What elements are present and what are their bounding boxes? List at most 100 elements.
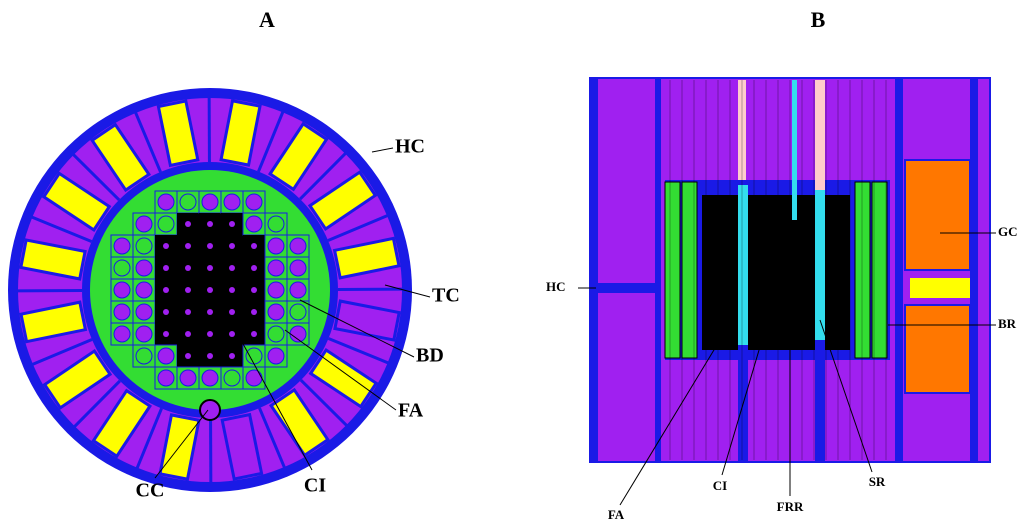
pin <box>290 304 306 320</box>
figure: A B HC TC BD FA CC CI HC GC BR SR FRR CI… <box>0 0 1025 526</box>
pin <box>158 194 174 210</box>
reflector-rod <box>682 182 697 358</box>
pin <box>163 287 169 293</box>
rod <box>738 185 748 345</box>
panel-title: B <box>811 7 826 32</box>
pin <box>185 243 191 249</box>
pin <box>114 326 130 342</box>
pin <box>207 243 213 249</box>
pin <box>136 326 152 342</box>
label: CC <box>136 480 165 502</box>
pin <box>251 243 257 249</box>
wall <box>590 78 598 462</box>
pin <box>229 221 235 227</box>
label: BR <box>998 316 1017 331</box>
pin <box>246 348 262 364</box>
pin <box>185 353 191 359</box>
pin <box>229 243 235 249</box>
core-cross-section <box>8 88 412 492</box>
pin <box>229 353 235 359</box>
pin <box>163 309 169 315</box>
pin <box>229 309 235 315</box>
pin <box>251 309 257 315</box>
pin <box>207 353 213 359</box>
label: FRR <box>777 499 804 514</box>
wall <box>895 78 903 462</box>
tc-block <box>910 278 970 298</box>
rod <box>815 80 825 190</box>
label: GC <box>998 224 1018 239</box>
pin <box>268 216 284 232</box>
pin <box>229 287 235 293</box>
pin <box>114 282 130 298</box>
pin <box>207 265 213 271</box>
pin <box>268 326 284 342</box>
pin <box>136 282 152 298</box>
pin <box>180 370 196 386</box>
pin <box>114 238 130 254</box>
leader <box>372 148 393 152</box>
pin <box>268 238 284 254</box>
pin <box>224 370 240 386</box>
label: HC <box>395 136 425 158</box>
pin <box>246 216 262 232</box>
pin <box>246 194 262 210</box>
pin <box>114 260 130 276</box>
pin <box>251 331 257 337</box>
pin <box>246 370 262 386</box>
pin <box>180 194 196 210</box>
label: HC <box>546 279 566 294</box>
pin <box>163 265 169 271</box>
pin <box>268 260 284 276</box>
label: BD <box>416 345 444 367</box>
pin <box>185 265 191 271</box>
pin <box>268 348 284 364</box>
pin <box>185 309 191 315</box>
pin <box>163 243 169 249</box>
panel-title: A <box>259 7 275 32</box>
pin <box>229 265 235 271</box>
pin <box>229 331 235 337</box>
label: CI <box>713 478 727 493</box>
label: FA <box>608 507 625 522</box>
pin <box>207 221 213 227</box>
pin <box>158 348 174 364</box>
pin <box>158 216 174 232</box>
pin <box>268 282 284 298</box>
pin <box>136 304 152 320</box>
pin <box>290 238 306 254</box>
pin <box>185 287 191 293</box>
label: TC <box>432 285 460 307</box>
pin <box>114 304 130 320</box>
pin <box>185 221 191 227</box>
pin <box>185 331 191 337</box>
reflector-rod <box>665 182 680 358</box>
rod <box>815 340 825 462</box>
rod <box>792 80 797 220</box>
graphite <box>905 160 970 270</box>
pin <box>224 194 240 210</box>
pin <box>202 194 218 210</box>
rod <box>815 190 825 340</box>
pin <box>158 370 174 386</box>
pin <box>163 331 169 337</box>
wall <box>655 78 661 462</box>
pin <box>136 216 152 232</box>
label: FA <box>398 400 424 422</box>
hc-bar <box>598 283 655 293</box>
pin <box>251 265 257 271</box>
pin <box>136 260 152 276</box>
pin <box>136 348 152 364</box>
pin <box>251 287 257 293</box>
reflector-rod <box>855 182 870 358</box>
fuel <box>702 195 850 350</box>
wall <box>970 78 978 462</box>
pin <box>202 370 218 386</box>
graphite <box>905 305 970 393</box>
pin <box>207 287 213 293</box>
label: CI <box>304 475 326 497</box>
pin <box>207 309 213 315</box>
pin <box>136 238 152 254</box>
pin <box>268 304 284 320</box>
pin <box>207 331 213 337</box>
